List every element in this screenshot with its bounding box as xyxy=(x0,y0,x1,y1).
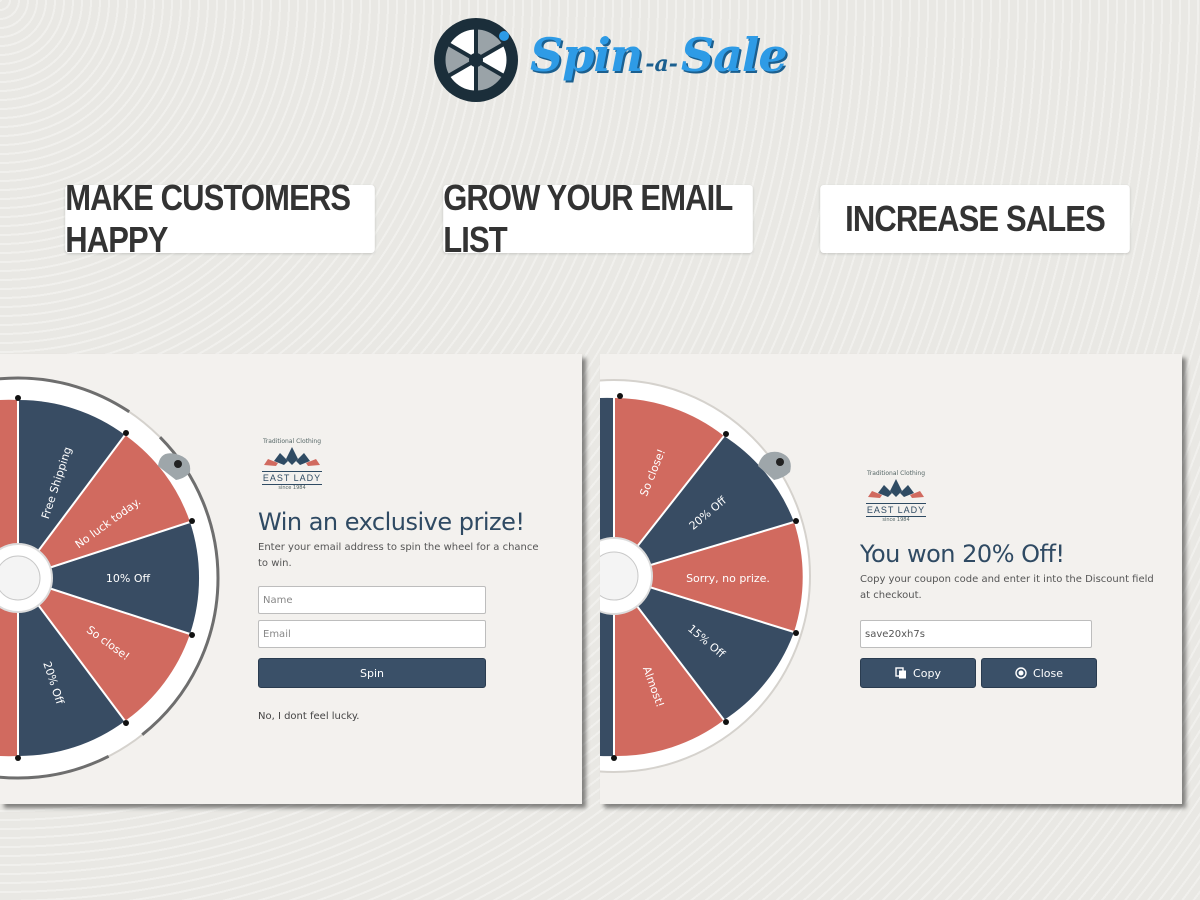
wheel-pointer-icon xyxy=(758,451,791,480)
prize-wheel-result: So close! 20% Off Sorry, no prize. 15% O… xyxy=(600,379,811,773)
feature-card-email: GROW YOUR EMAIL LIST xyxy=(443,177,753,260)
store-logo: Traditional Clothing EAST LADY since 198… xyxy=(262,438,322,491)
brand-name: Spin -a-Sale xyxy=(530,28,788,98)
store-tagline: Traditional Clothing xyxy=(866,470,926,477)
email-input[interactable] xyxy=(258,620,486,648)
feature-card-sales: INCREASE SALES xyxy=(820,185,1130,253)
wheel-rim-shadow xyxy=(0,376,220,780)
wheel-segment xyxy=(614,398,724,576)
wheel-pointer-icon xyxy=(158,453,191,480)
wheel-segment xyxy=(614,576,724,757)
brand-logo: Spin -a-Sale xyxy=(432,14,792,104)
close-button-label: Close xyxy=(1033,666,1063,680)
wheel-logo-icon xyxy=(434,18,518,102)
result-panel: So close! 20% Off Sorry, no prize. 15% O… xyxy=(600,354,1182,804)
prize-wheel: Free Shipping No luck today. 10% Off So … xyxy=(0,376,220,780)
wheel-segment xyxy=(614,576,794,720)
left-heading: Win an exclusive prize! xyxy=(258,508,525,536)
store-name: EAST LADY xyxy=(866,503,926,517)
store-tagline: Traditional Clothing xyxy=(262,438,322,445)
wheel-segment xyxy=(614,436,794,576)
wheel-segment xyxy=(18,399,125,578)
copy-button-label: Copy xyxy=(913,666,941,680)
copy-button[interactable]: Copy xyxy=(860,658,976,688)
brand-name-sale: Sale xyxy=(680,28,788,82)
brand-name-spin: Spin xyxy=(530,28,643,82)
wheel-hub-logo-icon xyxy=(0,555,41,601)
close-button[interactable]: Close xyxy=(981,658,1097,688)
store-since: since 1984 xyxy=(278,485,306,491)
right-subtext: Copy your coupon code and enter it into … xyxy=(860,574,1154,601)
decline-link[interactable]: No, I dont feel lucky. xyxy=(258,711,360,722)
feature-card-happy: MAKE CUSTOMERS HAPPY xyxy=(65,177,375,260)
wheel-label-sorry: Sorry, no prize. xyxy=(686,572,770,585)
lotus-icon xyxy=(264,447,320,466)
wheel-label-10-off: 10% Off xyxy=(106,572,151,585)
close-circle-icon xyxy=(1015,667,1027,679)
wheel-segment xyxy=(18,435,190,578)
spin-button-label: Spin xyxy=(360,666,384,680)
store-logo: Traditional Clothing EAST LADY since 198… xyxy=(866,470,926,523)
spin-button[interactable]: Spin xyxy=(258,658,486,688)
feature-label: GROW YOUR EMAIL LIST xyxy=(443,177,733,260)
store-since: since 1984 xyxy=(882,517,910,523)
coupon-code-field[interactable] xyxy=(860,620,1092,648)
feature-label: MAKE CUSTOMERS HAPPY xyxy=(65,177,351,260)
left-subtext: Enter your email address to spin the whe… xyxy=(258,542,539,569)
wheel-segment xyxy=(18,522,200,634)
brand-name-a: -a- xyxy=(645,51,678,77)
wheel-hub-logo-icon xyxy=(600,551,639,601)
wheel-segment xyxy=(614,522,803,632)
wheel-segment xyxy=(18,578,125,757)
copy-icon xyxy=(895,667,907,679)
wheel-segment xyxy=(18,578,190,721)
spin-form-panel: Free Shipping No luck today. 10% Off So … xyxy=(0,354,582,804)
name-input[interactable] xyxy=(258,586,486,614)
feature-label: INCREASE SALES xyxy=(845,198,1106,239)
lotus-icon xyxy=(868,479,924,498)
right-heading: You won 20% Off! xyxy=(860,540,1065,568)
store-name: EAST LADY xyxy=(262,471,322,485)
